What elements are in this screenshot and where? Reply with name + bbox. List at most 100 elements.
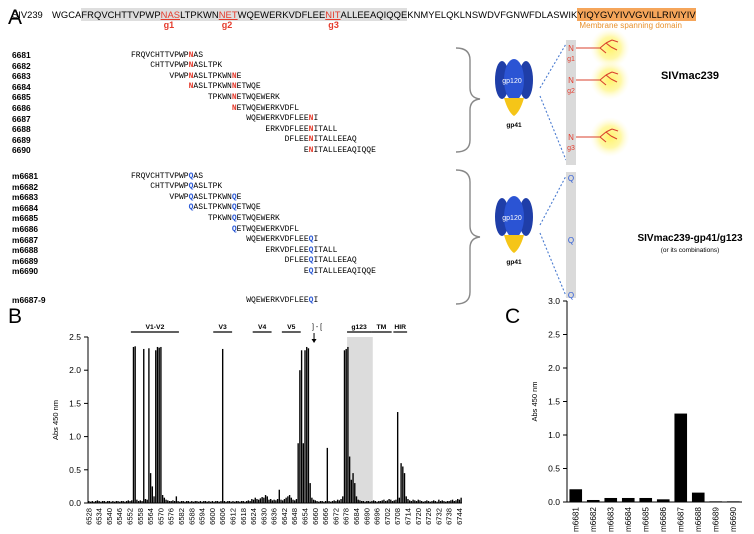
gp41-label: gp41 xyxy=(506,259,522,266)
bar xyxy=(355,496,358,503)
bar xyxy=(360,501,363,503)
bar xyxy=(333,500,335,503)
peptide-name: 6690 xyxy=(12,145,31,156)
mutation-residue: Q xyxy=(308,256,314,266)
bar xyxy=(439,501,442,503)
x-tick-label: 6690 xyxy=(362,508,371,525)
bar xyxy=(324,501,327,503)
bar xyxy=(410,501,413,503)
bar xyxy=(420,501,423,503)
bar xyxy=(307,348,310,503)
bar xyxy=(218,501,220,503)
y-tick-label: 2.0 xyxy=(548,363,560,373)
bar xyxy=(357,499,359,503)
peptide-segment: I xyxy=(313,114,319,124)
bar xyxy=(300,350,303,503)
y-tick-label: 1.0 xyxy=(548,430,560,440)
bar xyxy=(132,346,135,503)
bar xyxy=(691,492,705,502)
bar xyxy=(319,501,322,503)
bar xyxy=(239,501,241,503)
bar xyxy=(376,501,378,503)
bar xyxy=(386,500,389,503)
bar xyxy=(335,501,337,503)
bar xyxy=(364,501,366,503)
bar xyxy=(101,501,104,503)
bar xyxy=(458,499,461,503)
x-tick-label: 6582 xyxy=(177,508,186,525)
bar xyxy=(266,496,268,503)
bar xyxy=(129,501,131,503)
bar xyxy=(448,501,450,503)
peptide-sequence: ERKVDFLEENITALL xyxy=(265,125,337,134)
x-tick-label: 6594 xyxy=(198,508,207,525)
bar xyxy=(256,499,258,503)
bar xyxy=(431,501,433,503)
bar xyxy=(177,501,179,503)
glycan-label: g3 xyxy=(567,145,575,152)
bar xyxy=(155,350,157,503)
sequence-segment: YIQYGVYIVVGVILLRIVIYIV Membrane spanning … xyxy=(577,8,696,30)
bar xyxy=(276,499,279,503)
bar xyxy=(131,500,133,503)
bar xyxy=(240,501,243,503)
bar xyxy=(110,501,112,503)
bar xyxy=(91,501,93,503)
peptide-name: m6687-9 xyxy=(12,295,46,305)
bar xyxy=(342,496,344,503)
bar xyxy=(302,443,304,503)
peptide-segment: CHTTVPWP xyxy=(150,182,189,192)
peptide-name: 6682 xyxy=(12,60,31,71)
y-axis-label: Abs 450 nm xyxy=(51,400,60,440)
bar xyxy=(220,501,222,503)
y-tick-label: 1.0 xyxy=(69,432,81,442)
region-label: V4 xyxy=(258,324,267,331)
bar xyxy=(151,486,154,503)
region-label: TM xyxy=(376,324,386,331)
mutation-residue: Q xyxy=(308,266,314,276)
peptide-name: 6688 xyxy=(12,124,31,135)
bar xyxy=(393,500,395,503)
bar xyxy=(453,501,455,503)
peptide-segment: WQEWERKVDFLEE xyxy=(246,295,309,305)
glycan-branch xyxy=(605,42,612,48)
peptide-segment: AS xyxy=(193,50,204,60)
peptide-sequence: NASLTPKWNNETWQE xyxy=(189,82,261,91)
bar xyxy=(216,501,219,503)
sequence-segment: KNMYELQKLNSWDVFGNWFDLASWIK xyxy=(407,9,578,20)
bar xyxy=(223,501,226,503)
peptide-name: 6689 xyxy=(12,134,31,145)
site-residue: Q xyxy=(568,174,574,183)
x-tick-label: 6534 xyxy=(95,508,104,525)
bar xyxy=(316,501,318,503)
peptide-segment: VPWP xyxy=(169,71,189,81)
peptide-segment: WQEWERKVDFLEE xyxy=(246,235,309,245)
peptide-name: m6682 xyxy=(12,181,39,192)
bar xyxy=(275,500,277,503)
peptide-segment: ASLTPKWN xyxy=(193,71,232,81)
x-tick-label: m6689 xyxy=(711,507,720,532)
glycan-branch xyxy=(611,71,619,75)
peptide-segment: E xyxy=(303,145,309,155)
mutation-residue: N xyxy=(188,50,194,60)
bar xyxy=(347,346,349,503)
peptide-sequence: VPWPNASLTPKWNNE xyxy=(169,72,241,81)
bar xyxy=(251,499,253,503)
bar xyxy=(323,501,325,503)
bar xyxy=(113,501,116,503)
mutation-residue: N xyxy=(308,124,314,134)
bar xyxy=(242,501,244,503)
y-tick-label: 0.5 xyxy=(548,464,560,474)
bar xyxy=(103,501,105,503)
bar xyxy=(407,499,409,503)
bar xyxy=(203,501,205,503)
mutation-residue: N xyxy=(308,145,314,155)
bar xyxy=(726,501,740,502)
mutation-residue: N xyxy=(231,92,237,102)
bar xyxy=(163,497,166,503)
peptide-segment: ERKVDFLEE xyxy=(265,124,309,134)
bar xyxy=(259,498,262,503)
bar xyxy=(189,501,191,503)
x-tick-label: m6684 xyxy=(624,507,633,532)
x-tick-label: m6683 xyxy=(606,507,615,532)
